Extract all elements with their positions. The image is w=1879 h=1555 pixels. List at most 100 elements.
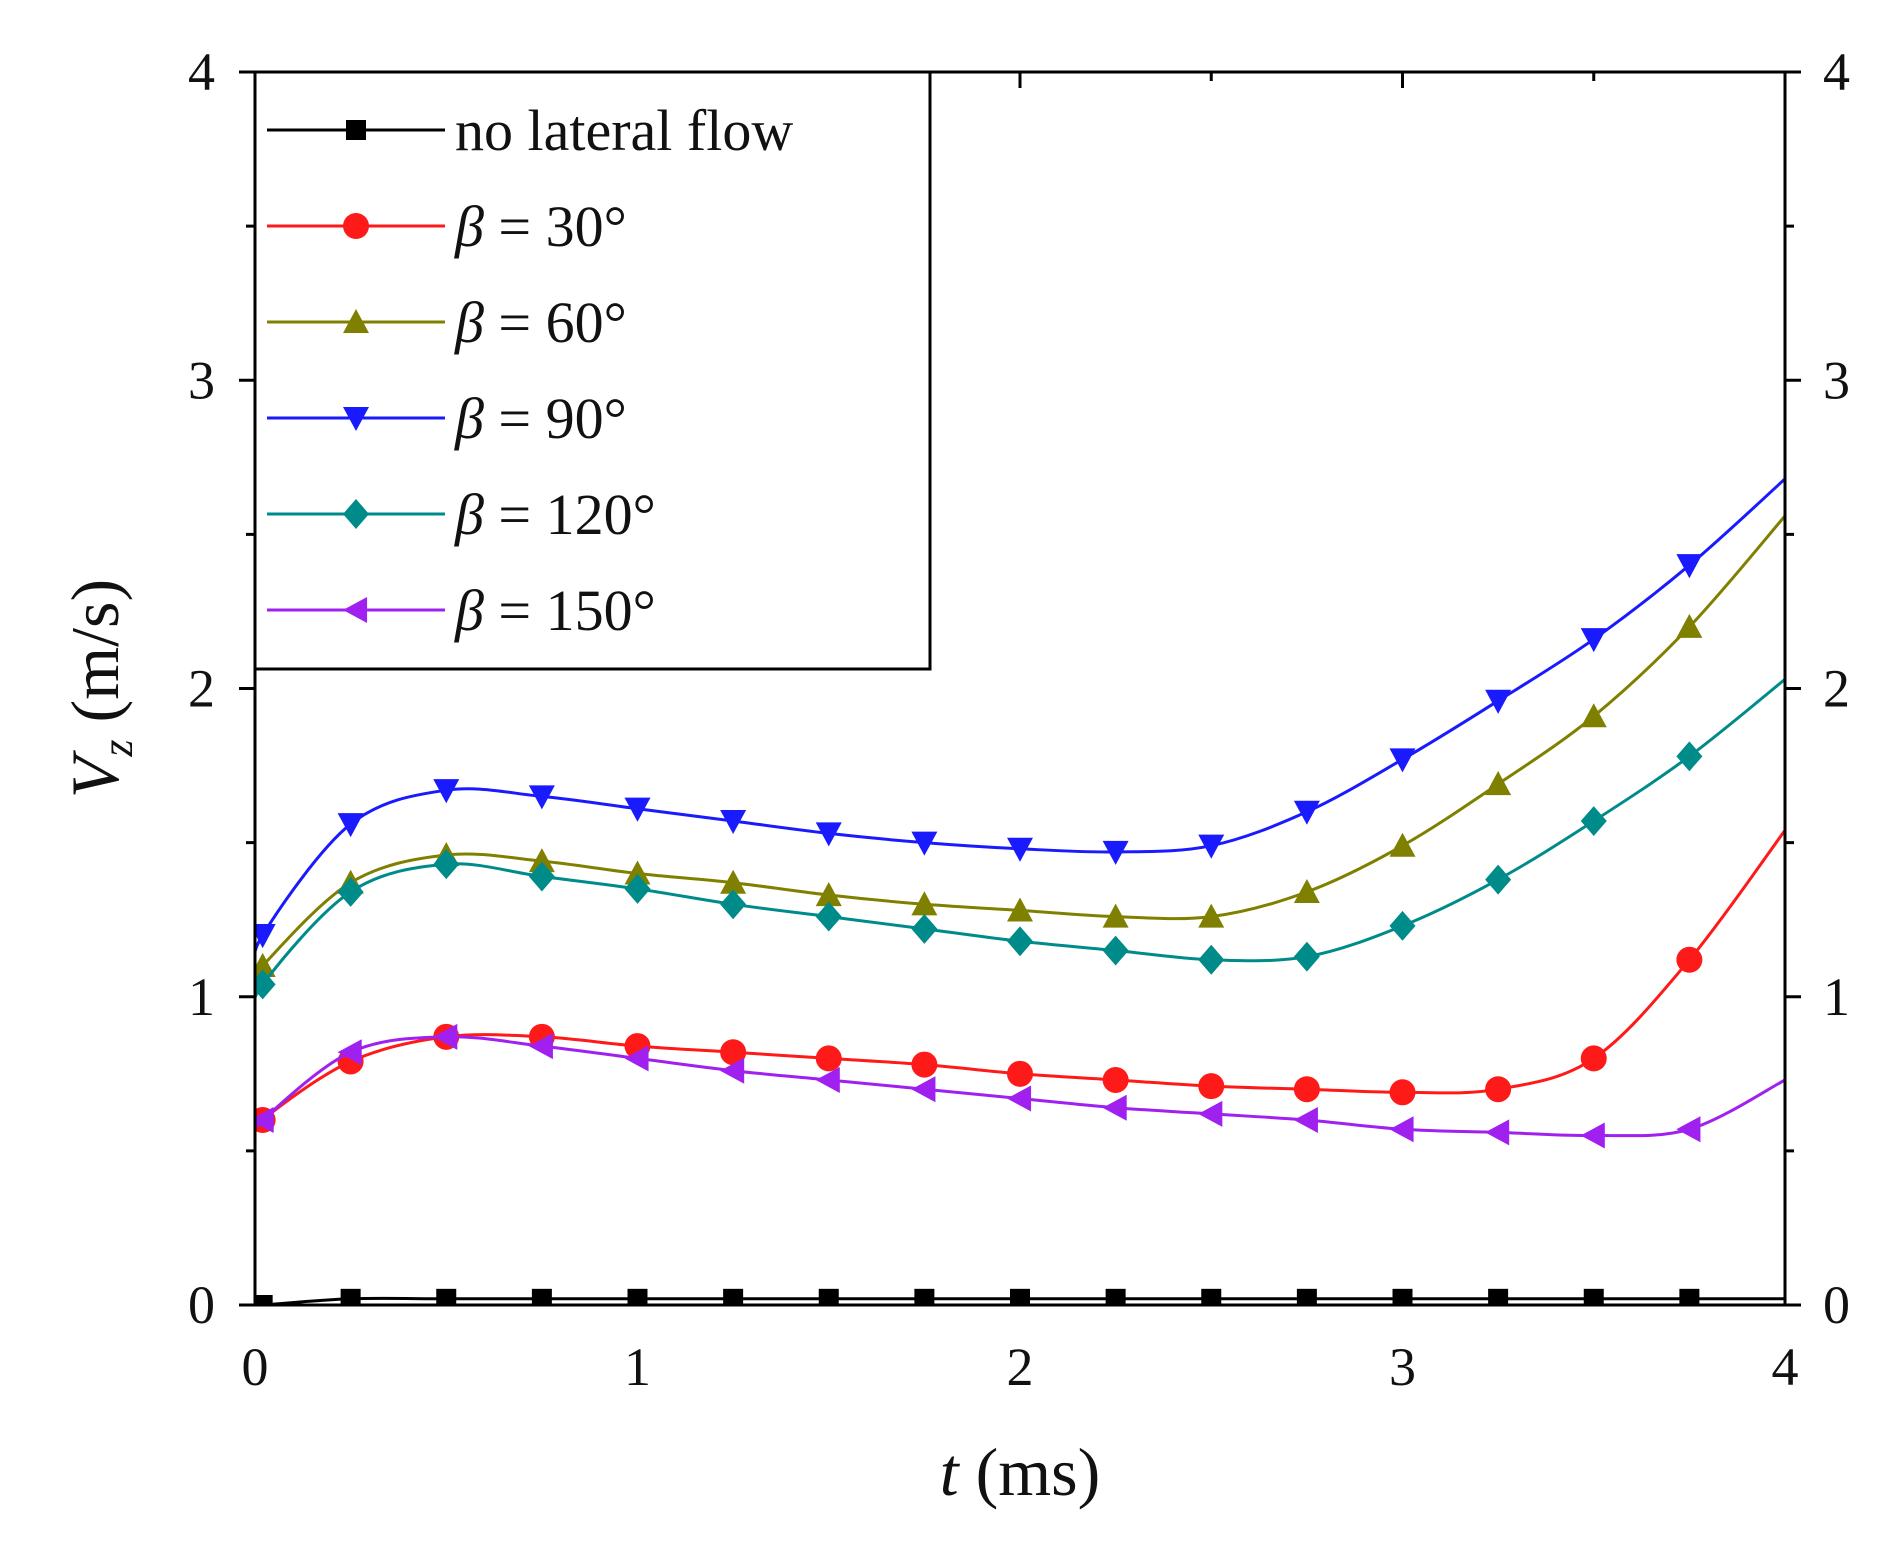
legend-item: β = 30° bbox=[267, 194, 627, 259]
legend-symbol: β bbox=[454, 386, 484, 451]
data-point bbox=[914, 1288, 935, 1305]
y-axis-unit: (m/s) bbox=[57, 579, 133, 740]
right-y-tick-label: 3 bbox=[1823, 350, 1850, 410]
data-point bbox=[1293, 941, 1320, 972]
legend-value: = 90° bbox=[484, 386, 627, 451]
legend-label: β = 150° bbox=[454, 578, 656, 643]
right-y-tick-label: 2 bbox=[1823, 659, 1850, 719]
data-point bbox=[1102, 903, 1129, 928]
legend-marker bbox=[343, 406, 369, 431]
legend-marker bbox=[343, 499, 369, 529]
data-point bbox=[433, 1023, 458, 1050]
data-point bbox=[528, 785, 555, 810]
data-point bbox=[1679, 1288, 1700, 1305]
data-point bbox=[1198, 1073, 1225, 1100]
x-tick-label: 4 bbox=[1772, 1337, 1799, 1397]
data-point bbox=[255, 924, 276, 949]
legend-marker bbox=[343, 597, 368, 623]
data-point bbox=[1293, 878, 1320, 903]
data-point bbox=[1389, 1079, 1416, 1106]
y-axis-subscript: z bbox=[93, 739, 142, 757]
y-tick-label: 3 bbox=[188, 350, 215, 410]
data-point bbox=[720, 1057, 745, 1084]
data-point bbox=[1676, 741, 1703, 772]
data-point bbox=[1485, 864, 1512, 895]
x-tick-label: 1 bbox=[624, 1337, 651, 1397]
data-point bbox=[340, 1288, 361, 1305]
data-point bbox=[1007, 1085, 1032, 1112]
plot-area bbox=[255, 477, 1785, 1305]
data-point bbox=[1580, 628, 1607, 653]
data-point bbox=[624, 797, 651, 822]
legend-value: = 120° bbox=[484, 482, 656, 547]
data-point bbox=[720, 869, 747, 894]
data-point bbox=[815, 901, 842, 932]
data-point bbox=[1485, 1119, 1510, 1146]
legend-symbol: β bbox=[454, 290, 484, 355]
x-tick-label: 2 bbox=[1007, 1337, 1034, 1397]
data-point bbox=[337, 876, 364, 907]
legend-item: no lateral flow bbox=[267, 98, 793, 163]
legend-item: β = 150° bbox=[267, 578, 656, 643]
legend-symbol: β bbox=[454, 578, 484, 643]
data-point bbox=[1485, 771, 1512, 796]
data-point bbox=[433, 779, 460, 804]
data-point bbox=[911, 913, 938, 944]
legend-marker bbox=[343, 213, 369, 239]
data-point bbox=[723, 1288, 744, 1305]
data-point bbox=[1198, 1100, 1223, 1127]
data-point bbox=[1198, 944, 1225, 975]
data-point bbox=[720, 809, 747, 835]
series-0 bbox=[255, 1288, 1785, 1305]
legend-symbol: β bbox=[454, 482, 484, 547]
x-tick-label: 0 bbox=[242, 1337, 269, 1397]
data-point bbox=[1293, 1107, 1318, 1134]
data-point bbox=[1485, 689, 1512, 714]
data-point bbox=[1293, 800, 1320, 825]
data-point bbox=[1676, 554, 1703, 579]
legend-item: β = 60° bbox=[267, 290, 627, 355]
data-point bbox=[433, 849, 460, 880]
legend-value: = 150° bbox=[484, 578, 656, 643]
legend-box bbox=[253, 70, 932, 671]
data-point bbox=[815, 882, 842, 907]
data-point bbox=[1580, 703, 1607, 728]
data-point bbox=[255, 952, 276, 977]
data-point bbox=[1296, 1288, 1317, 1305]
data-point bbox=[720, 889, 747, 920]
y-axis-title: Vz (m/s) bbox=[57, 579, 142, 798]
data-point bbox=[911, 891, 938, 916]
y-axis-variable: V bbox=[57, 749, 133, 798]
data-point bbox=[911, 1051, 938, 1078]
data-point bbox=[1007, 837, 1033, 862]
data-point bbox=[255, 1107, 274, 1134]
right-y-tick-label: 0 bbox=[1823, 1275, 1850, 1335]
data-point bbox=[911, 1076, 936, 1103]
series-4 bbox=[255, 678, 1785, 1019]
data-point bbox=[1580, 1045, 1607, 1072]
x-axis-title: t (ms) bbox=[940, 1434, 1101, 1510]
legend-value: no lateral flow bbox=[455, 98, 793, 163]
data-point bbox=[1389, 748, 1416, 773]
data-point bbox=[255, 1295, 273, 1305]
data-point bbox=[1007, 897, 1033, 922]
data-point bbox=[815, 822, 842, 847]
data-point bbox=[1102, 1094, 1127, 1121]
data-point bbox=[1676, 946, 1703, 973]
data-point bbox=[1007, 926, 1033, 957]
x-axis-variable: t bbox=[940, 1434, 961, 1510]
data-point bbox=[1007, 1060, 1033, 1087]
data-point bbox=[815, 1045, 842, 1072]
series-3 bbox=[255, 477, 1785, 979]
data-point bbox=[528, 848, 555, 873]
x-tick-label: 3 bbox=[1389, 1337, 1416, 1397]
data-point bbox=[624, 860, 651, 885]
y-tick-label: 1 bbox=[188, 967, 215, 1027]
data-point bbox=[255, 969, 276, 1000]
legend-label: β = 30° bbox=[454, 194, 627, 259]
x-axis-unit: (ms) bbox=[959, 1434, 1101, 1510]
data-point bbox=[1102, 1066, 1129, 1093]
data-point bbox=[337, 813, 364, 838]
